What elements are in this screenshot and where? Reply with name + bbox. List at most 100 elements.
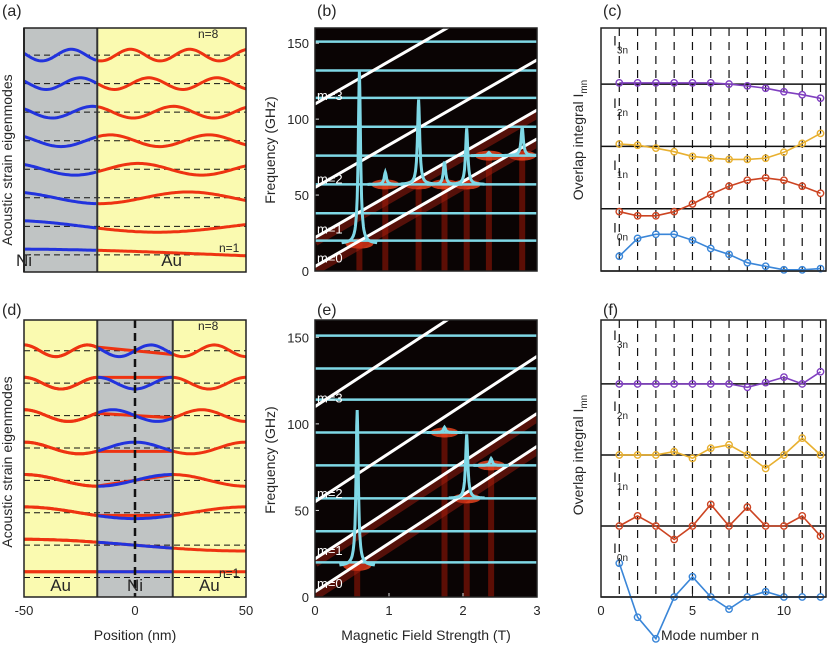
ylabel-b: Frequency (GHz) bbox=[262, 96, 278, 203]
series-label-sub: 3n bbox=[617, 45, 628, 56]
data-point-I2n bbox=[670, 447, 679, 456]
heat-band bbox=[315, 446, 537, 597]
heat-streak bbox=[519, 151, 526, 271]
y-tick-label: 0 bbox=[302, 590, 309, 605]
data-point-I1n bbox=[780, 176, 788, 185]
data-point-I2n bbox=[688, 454, 697, 463]
label-n-top: n=8 bbox=[198, 27, 219, 41]
heat-streak bbox=[463, 494, 470, 597]
panel-label-c: (c) bbox=[603, 3, 622, 20]
series-line-I3n bbox=[619, 371, 821, 389]
series-label-main: I bbox=[613, 95, 617, 111]
panel-e: m=0 m=1 m=2 m=3 0 50 100 150 0 1 2 3 bbox=[287, 319, 541, 618]
ni-wave-mode-4 bbox=[23, 163, 97, 177]
y-tick-label: 0 bbox=[302, 264, 309, 279]
heat-streak bbox=[354, 561, 361, 597]
branch-label-m=2: m=2 bbox=[317, 171, 343, 186]
ni-region bbox=[24, 28, 98, 272]
au-wave-left-mode-2 bbox=[24, 537, 97, 544]
data-point-I1n bbox=[670, 207, 679, 216]
data-point-I0n bbox=[633, 234, 642, 243]
heatmap-background bbox=[315, 320, 537, 597]
au-wave-mode-5 bbox=[97, 133, 247, 149]
panel-label-f: (f) bbox=[603, 302, 618, 319]
data-point-I0n bbox=[615, 559, 624, 568]
ylabel-f-main: Overlap integral I bbox=[570, 409, 586, 516]
ylabel-e: Frequency (GHz) bbox=[262, 406, 278, 513]
au-wave-left-mode-8 bbox=[23, 343, 97, 359]
au-wave-mode-7 bbox=[97, 76, 247, 92]
ni-wave-mode-8 bbox=[23, 47, 97, 63]
data-point-I2n bbox=[798, 434, 807, 442]
ni-wave-mode-3 bbox=[23, 191, 97, 206]
data-point-I2n bbox=[706, 444, 715, 453]
au-wave-left-mode-6 bbox=[23, 408, 97, 423]
data-point-I0n bbox=[798, 265, 807, 274]
data-point-I3n bbox=[651, 380, 660, 388]
data-point-I3n bbox=[688, 380, 697, 388]
data-point-I1n bbox=[743, 503, 752, 511]
y-tick-label: 150 bbox=[287, 36, 309, 51]
resonance-peak bbox=[341, 70, 378, 245]
x-tick-label: 0 bbox=[597, 603, 604, 618]
x-tick-label: 5 bbox=[689, 603, 696, 618]
data-point-I3n bbox=[761, 378, 770, 387]
data-point-I1n bbox=[651, 211, 660, 220]
data-point-I1n bbox=[816, 532, 825, 540]
data-point-I0n bbox=[615, 252, 624, 261]
data-point-I3n bbox=[816, 94, 825, 103]
panel-a: n=8 n=1 Ni Au bbox=[16, 27, 247, 273]
data-point-I3n bbox=[743, 383, 752, 392]
data-point-I3n bbox=[798, 90, 807, 99]
data-point-I3n bbox=[688, 78, 697, 87]
data-point-I3n bbox=[761, 84, 770, 93]
resonance-peak bbox=[471, 150, 507, 158]
data-point-I0n bbox=[816, 264, 825, 273]
heat-band bbox=[315, 110, 537, 246]
data-point-I2n bbox=[633, 141, 642, 150]
ni-wave-mode-1 bbox=[24, 247, 97, 252]
branch-label-m=2: m=2 bbox=[317, 486, 343, 501]
series-label-sub: 2n bbox=[617, 108, 628, 119]
data-point-I2n bbox=[798, 139, 807, 148]
magnon-branch bbox=[315, 137, 537, 268]
data-point-I1n bbox=[706, 190, 715, 199]
x-tick-label: 0 bbox=[311, 603, 318, 618]
au-wave-mode-6 bbox=[97, 104, 247, 120]
data-point-I3n bbox=[798, 380, 807, 388]
data-point-I3n bbox=[633, 78, 642, 87]
magnon-branch bbox=[315, 28, 451, 106]
data-point-I3n bbox=[651, 78, 660, 87]
y-tick-label: 100 bbox=[287, 112, 309, 127]
branch-label-m=3: m=3 bbox=[317, 88, 343, 103]
data-point-I0n bbox=[725, 605, 733, 614]
ni-wave-mode-2 bbox=[23, 219, 97, 230]
data-point-I3n bbox=[816, 367, 825, 376]
series-label-I2n: I2n bbox=[613, 95, 628, 119]
data-point-I2n bbox=[670, 147, 679, 156]
series-label-main: I bbox=[613, 219, 617, 235]
magnon-branch bbox=[315, 355, 537, 504]
series-label-main: I bbox=[613, 157, 617, 173]
plot-frame bbox=[314, 27, 538, 272]
data-point-I1n bbox=[725, 522, 733, 530]
data-point-I0n bbox=[651, 230, 660, 239]
resonance-peak bbox=[504, 126, 537, 157]
magnon-branch bbox=[315, 320, 450, 408]
data-point-I3n bbox=[633, 380, 642, 388]
au-wave-left-mode-5 bbox=[23, 440, 97, 456]
heat-streak bbox=[441, 428, 448, 597]
series-line-I0n bbox=[618, 233, 821, 271]
data-point-I3n bbox=[706, 78, 715, 87]
ylabel-f: Overlap integral Imn bbox=[570, 395, 590, 516]
plot-frame bbox=[23, 27, 247, 273]
data-point-I3n bbox=[615, 78, 624, 87]
data-point-I2n bbox=[743, 451, 752, 459]
x-tick-label: 3 bbox=[533, 603, 540, 618]
xlabel-f: Mode number n bbox=[661, 627, 759, 643]
resonance-peak bbox=[367, 167, 404, 186]
data-point-I0n bbox=[651, 634, 660, 643]
resonance-peak bbox=[426, 424, 463, 434]
